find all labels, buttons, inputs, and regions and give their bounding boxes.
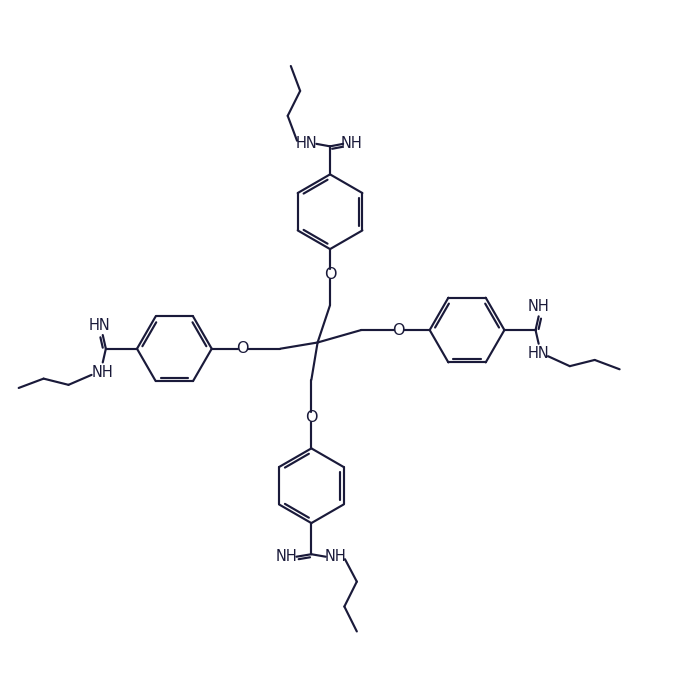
Text: O: O — [324, 266, 336, 282]
Text: O: O — [393, 323, 405, 338]
Text: NH: NH — [341, 136, 363, 151]
Text: NH: NH — [324, 549, 346, 564]
Text: NH: NH — [275, 549, 297, 564]
Text: HN: HN — [527, 346, 549, 361]
Text: HN: HN — [89, 318, 110, 332]
Text: NH: NH — [527, 299, 549, 314]
Text: NH: NH — [92, 365, 114, 380]
Text: O: O — [305, 410, 318, 425]
Text: HN: HN — [295, 136, 317, 151]
Text: O: O — [236, 341, 249, 356]
